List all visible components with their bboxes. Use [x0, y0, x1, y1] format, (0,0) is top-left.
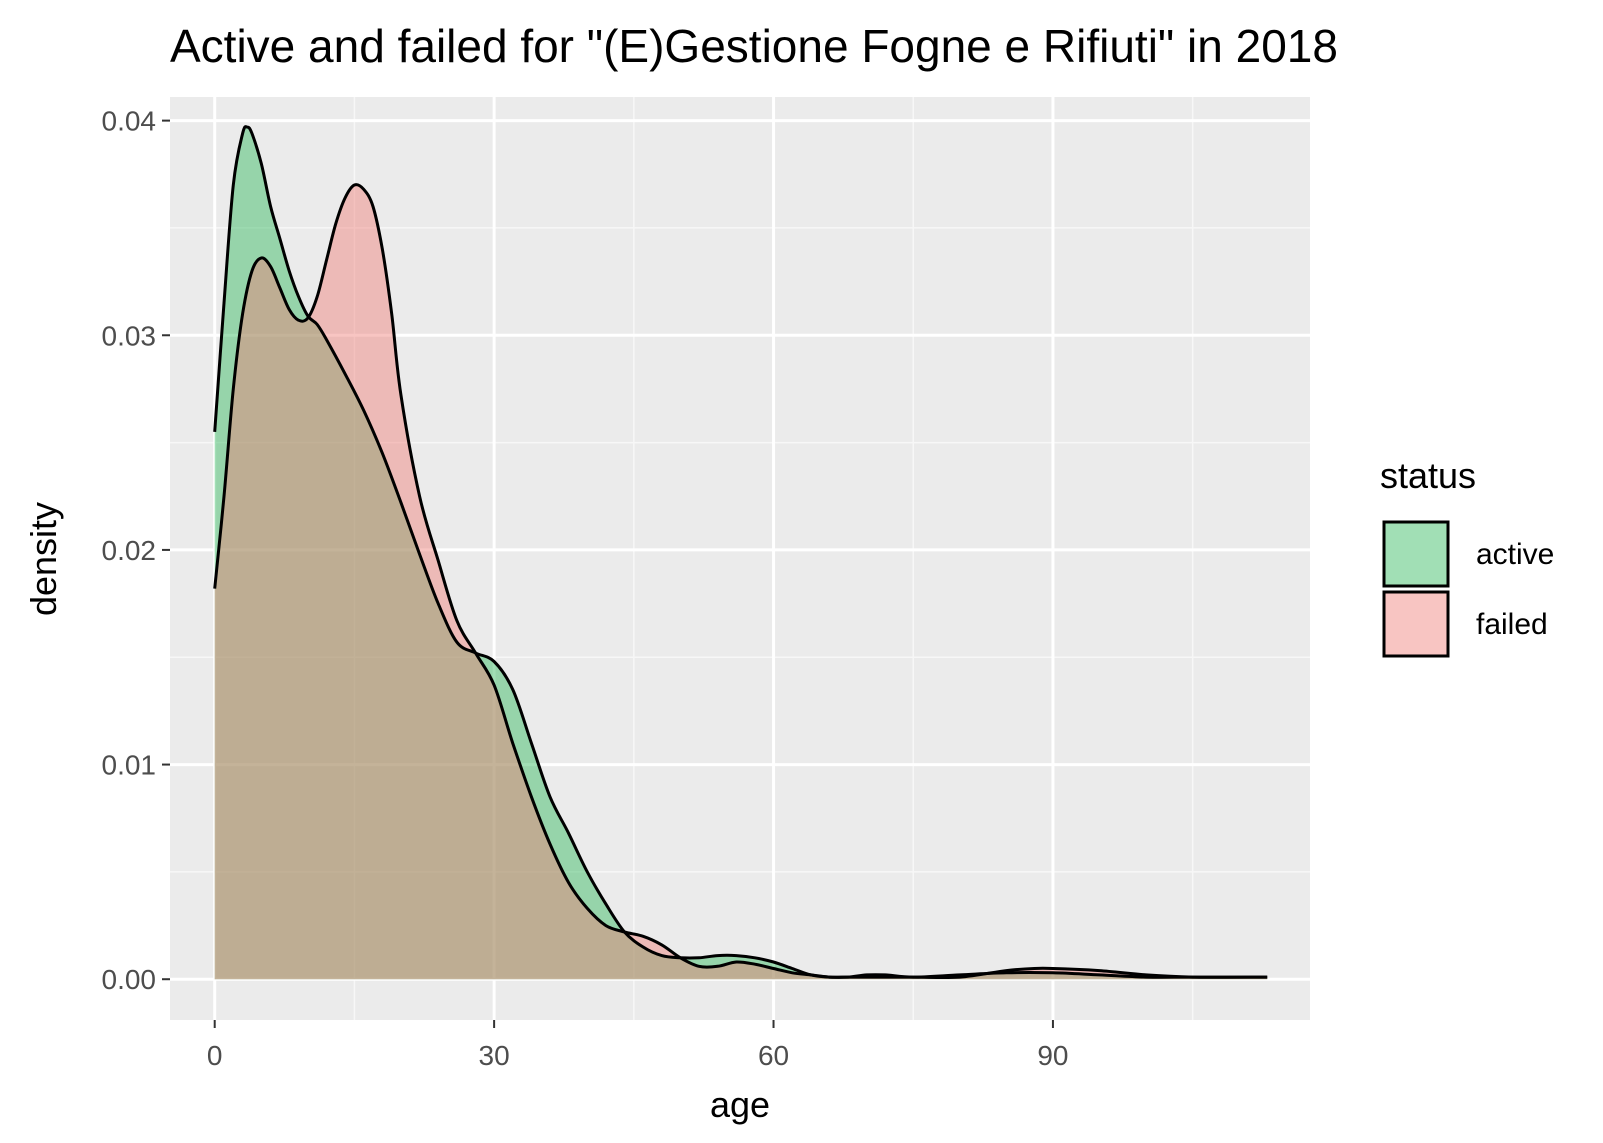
y-tick-label: 0.02 — [102, 535, 157, 566]
x-tick-label: 60 — [758, 1040, 789, 1071]
legend-key-active — [1382, 520, 1450, 588]
density-areas — [214, 126, 1268, 980]
plot-panel — [170, 97, 1310, 1020]
density-lines — [213, 125, 1268, 980]
density-area-active — [214, 126, 1268, 980]
legend-title: status — [1380, 455, 1476, 496]
minor-gridlines — [170, 97, 1310, 1020]
y-tick-label: 0.03 — [102, 320, 157, 351]
legend-label-failed: failed — [1476, 608, 1548, 641]
axis-ticks: 0 30 60 90 0.00 0.01 0.02 0.03 0.04 — [102, 106, 1069, 1071]
y-axis-title: density — [23, 502, 64, 616]
y-tick-label: 0.00 — [102, 964, 157, 995]
legend-label-active: active — [1476, 538, 1554, 571]
legend-item-failed: failed — [1382, 590, 1548, 658]
density-area-failed — [214, 184, 1268, 980]
legend-key-failed — [1382, 590, 1450, 658]
legend-item-active: active — [1382, 520, 1554, 588]
x-tick-label: 90 — [1037, 1040, 1068, 1071]
chart-title: Active and failed for "(E)Gestione Fogne… — [170, 20, 1338, 72]
y-tick-label: 0.04 — [102, 106, 157, 137]
density-line-active — [213, 125, 1268, 979]
density-line-failed — [213, 183, 1268, 980]
major-gridlines — [170, 97, 1310, 1020]
x-tick-label: 30 — [479, 1040, 510, 1071]
x-tick-label: 0 — [207, 1040, 223, 1071]
x-axis-title: age — [710, 1084, 770, 1125]
legend: status active failed — [1380, 455, 1554, 658]
y-tick-label: 0.01 — [102, 750, 157, 781]
